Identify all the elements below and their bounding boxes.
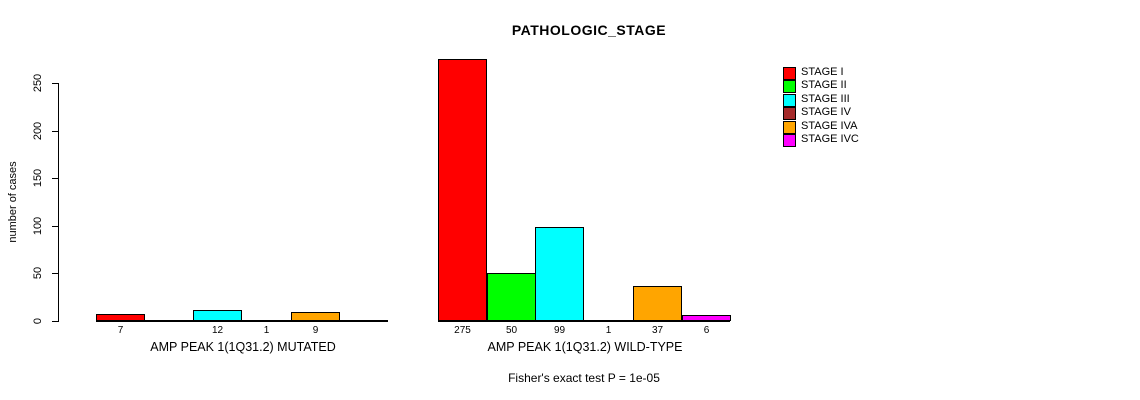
bar-value-label: 1 [605, 325, 612, 336]
bar-value-label: 275 [454, 325, 471, 336]
y-axis-tick [52, 226, 58, 227]
legend-label-stage-i: STAGE I [801, 66, 844, 78]
bar-stage-iii-mutated [193, 310, 242, 321]
bar-value-label: 99 [553, 325, 566, 336]
y-axis-tick [52, 321, 58, 322]
legend-swatch-stage-ii [783, 80, 796, 93]
y-axis-label: number of cases [7, 161, 19, 243]
legend-swatch-stage-iv [783, 107, 796, 120]
legend-label-stage-iva: STAGE IVA [801, 120, 858, 132]
bar-stage-iv-wild-type [584, 320, 633, 322]
legend-swatch-stage-iva [783, 121, 796, 134]
y-axis-tick-label: 200 [32, 121, 44, 141]
bar-value-label: 12 [211, 325, 224, 336]
bar-value-label: 7 [117, 325, 124, 336]
y-axis-tick-label: 150 [32, 168, 44, 188]
legend-label-stage-ii: STAGE II [801, 79, 847, 91]
y-axis-line [58, 83, 59, 322]
legend-label-stage-iii: STAGE III [801, 93, 850, 105]
legend-swatch-stage-i [783, 67, 796, 80]
chart-title: PATHOLOGIC_STAGE [511, 22, 667, 38]
y-axis-tick-label: 50 [32, 266, 44, 280]
bar-value-label: 6 [703, 325, 710, 336]
bar-value-label: 1 [263, 325, 270, 336]
y-axis-tick-label: 100 [32, 216, 44, 236]
y-axis-tick-label: 250 [32, 73, 44, 93]
y-axis-tick [52, 83, 58, 84]
group-label-wildtype: AMP PEAK 1(1Q31.2) WILD-TYPE [487, 340, 683, 354]
group-label-mutated: AMP PEAK 1(1Q31.2) MUTATED [150, 340, 336, 354]
bar-stage-ivc-wild-type [682, 315, 731, 321]
bar-stage-iva-wild-type [633, 286, 682, 321]
bar-stage-ii-wild-type [487, 273, 536, 321]
y-axis-tick [52, 273, 58, 274]
legend-label-stage-iv: STAGE IV [801, 106, 851, 118]
legend-swatch-stage-iii [783, 94, 796, 107]
bar-value-label: 50 [505, 325, 518, 336]
bar-value-label: 9 [312, 325, 319, 336]
bar-stage-i-mutated [96, 314, 145, 321]
bar-value-label: 37 [651, 325, 664, 336]
bar-stage-iv-mutated [242, 320, 291, 322]
y-axis-tick-label: 0 [32, 317, 44, 325]
legend-swatch-stage-ivc [783, 134, 796, 147]
y-axis-tick [52, 131, 58, 132]
bar-stage-iva-mutated [291, 312, 340, 321]
fisher-test-note: Fisher's exact test P = 1e-05 [508, 371, 660, 385]
legend-label-stage-ivc: STAGE IVC [801, 133, 859, 145]
bar-stage-i-wild-type [438, 59, 487, 321]
bar-stage-iii-wild-type [535, 227, 584, 321]
y-axis-tick [52, 178, 58, 179]
